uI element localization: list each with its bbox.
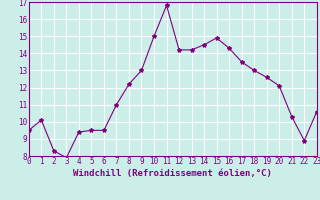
X-axis label: Windchill (Refroidissement éolien,°C): Windchill (Refroidissement éolien,°C): [73, 169, 272, 178]
